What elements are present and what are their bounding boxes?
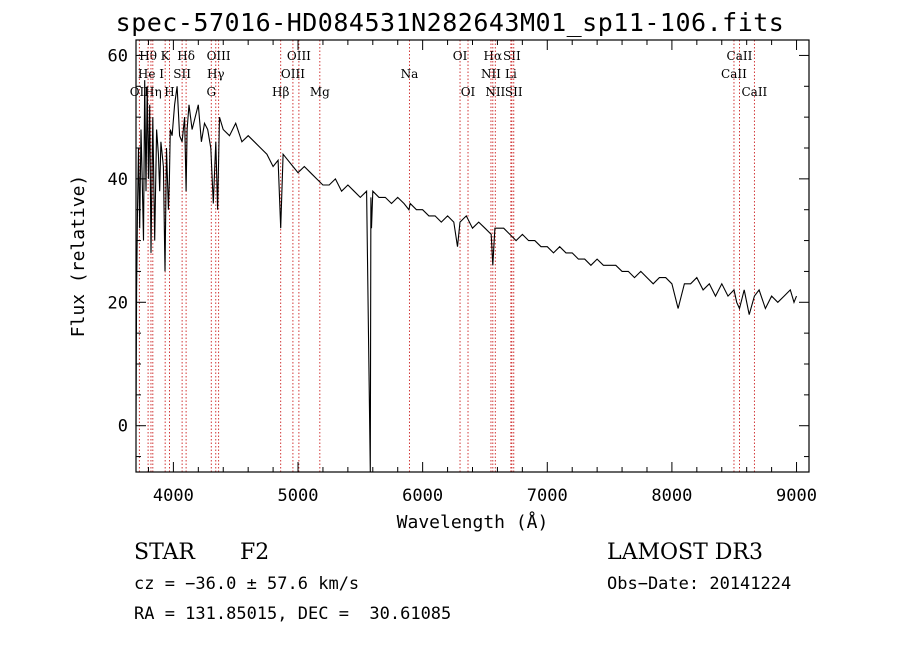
- y-tick-label: 0: [118, 417, 128, 437]
- line-label: OIII: [207, 49, 231, 63]
- line-label: Hγ: [207, 67, 225, 81]
- line-label: Hδ: [177, 49, 195, 63]
- line-label: SII: [503, 49, 521, 63]
- line-label: SII: [505, 85, 523, 99]
- line-label: Hβ: [272, 85, 289, 99]
- line-label: SII: [173, 67, 191, 81]
- line-label: NII: [485, 85, 505, 99]
- plot-frame: [135, 39, 810, 473]
- x-tick-label: 9000: [776, 486, 817, 506]
- line-label: NII: [481, 67, 501, 81]
- y-tick-label: 60: [108, 46, 128, 66]
- x-tick-label: 6000: [402, 486, 443, 506]
- sky-coordinates: RA = 131.85015, DEC = 30.61085: [134, 604, 452, 624]
- survey-name: LAMOST DR3: [607, 540, 763, 565]
- line-label: H: [164, 85, 174, 99]
- y-tick-label: 40: [108, 170, 128, 190]
- line-label: CaII: [721, 67, 747, 81]
- line-label: K: [161, 49, 171, 63]
- object-class: STAR: [134, 540, 195, 565]
- line-label: Na: [401, 67, 419, 81]
- x-axis-label: Wavelength (Å): [397, 511, 549, 533]
- spectrum-line: [135, 80, 798, 473]
- redshift-value: cz = −36.0 ± 57.6 km/s: [134, 574, 360, 594]
- line-label: CaII: [741, 85, 767, 99]
- line-label: He I: [138, 67, 164, 81]
- observation-date: Obs−Date: 20141224: [607, 574, 792, 594]
- line-label: OI: [453, 49, 468, 63]
- x-tick-label: 7000: [527, 486, 568, 506]
- line-label: Hθ: [139, 49, 157, 63]
- axis-ticks: 4000 5000 6000 7000 8000 9000 0 20 40 60: [108, 40, 817, 506]
- line-label: Hα: [484, 49, 503, 63]
- line-label: OI: [461, 85, 476, 99]
- line-label: OIII: [281, 67, 305, 81]
- x-tick-label: 4000: [153, 486, 194, 506]
- y-axis-label: Flux (relative): [68, 175, 89, 338]
- line-label: Li: [505, 67, 517, 81]
- object-subclass: F2: [240, 540, 270, 565]
- line-label: Hη: [144, 85, 162, 99]
- chart-title: spec-57016-HD084531N282643M01_sp11-106.f…: [115, 8, 785, 37]
- line-label: G: [206, 85, 216, 99]
- line-label: Mg: [310, 85, 330, 99]
- x-tick-label: 5000: [278, 486, 319, 506]
- line-label: OIII: [287, 49, 311, 63]
- y-tick-label: 20: [108, 293, 128, 313]
- line-label: CaII: [727, 49, 753, 63]
- x-tick-label: 8000: [651, 486, 692, 506]
